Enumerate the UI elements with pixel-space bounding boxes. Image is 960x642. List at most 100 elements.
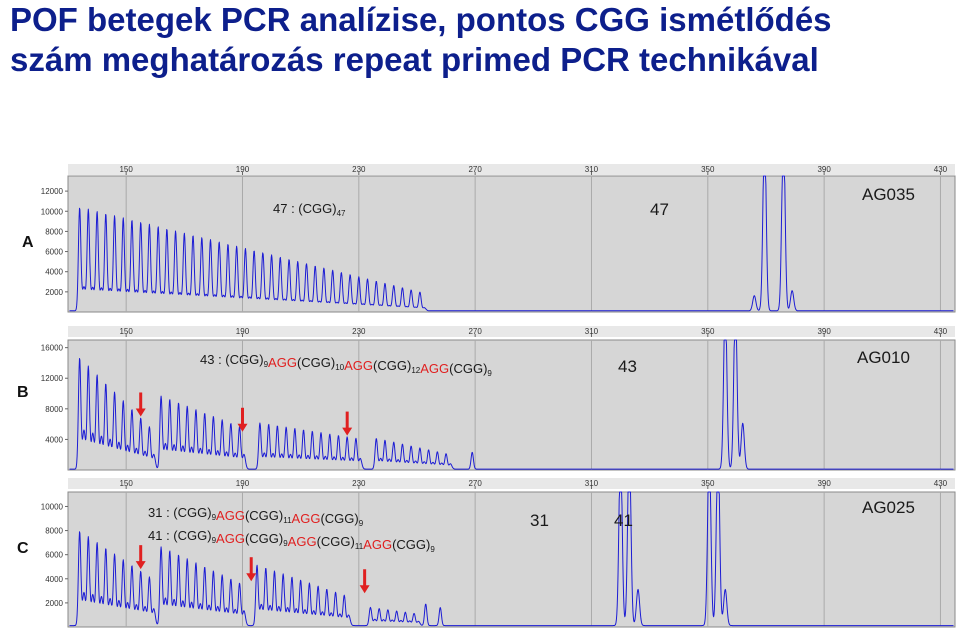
x-tick-label: 430 <box>934 165 948 174</box>
y-tick-label: 10000 <box>41 502 64 511</box>
y-tick-label: 10000 <box>41 207 64 216</box>
annotation-part: (CGG) <box>245 531 283 546</box>
sequence-annotation: 41 : (CGG)9AGG(CGG)9AGG(CGG)11AGG(CGG)9 <box>148 528 435 554</box>
red-arrow <box>342 411 353 436</box>
x-tick-label: 230 <box>352 479 366 488</box>
x-axis-strip <box>68 478 955 489</box>
red-arrow <box>237 407 248 432</box>
annotation-subscript: 9 <box>264 360 269 369</box>
slide-title-line-2: szám meghatározás repeat primed PCR tech… <box>10 41 819 78</box>
annotation-subscript: 11 <box>283 516 292 525</box>
red-arrow-head <box>359 585 370 594</box>
trace-line <box>69 339 954 470</box>
x-tick-label: 150 <box>119 479 133 488</box>
annotation-part: AGG <box>292 511 321 526</box>
y-tick-label: 4000 <box>45 268 63 277</box>
y-tick-label: 6000 <box>45 551 63 560</box>
x-tick-label: 390 <box>817 327 831 336</box>
panel-C: 150 190 230 270 310 350 390 430 2000 4000 6000 8000… <box>17 478 956 628</box>
sample-label: AG035 <box>862 185 915 204</box>
peak-label-41: 41 <box>614 511 633 530</box>
x-tick-label: 270 <box>468 479 482 488</box>
annotation-subscript: 12 <box>411 366 420 375</box>
y-tick-label: 8000 <box>45 227 63 236</box>
slide-title: POF betegek PCR analízise, pontos CGG is… <box>10 0 832 80</box>
x-tick-label: 390 <box>817 165 831 174</box>
annotation-part: AGG <box>344 358 373 373</box>
sequence-annotation: 31 : (CGG)9AGG(CGG)11AGG(CGG)9 <box>148 505 364 528</box>
x-tick-label: 310 <box>585 165 599 174</box>
y-tick-label: 4000 <box>45 575 63 584</box>
x-tick-label: 150 <box>119 327 133 336</box>
x-axis-strip <box>68 164 955 175</box>
annotation-subscript: 9 <box>359 519 364 528</box>
red-arrow-head <box>246 573 257 582</box>
annotation-subscript: 9 <box>430 545 435 554</box>
x-tick-label: 350 <box>701 479 715 488</box>
peak-label: 43 <box>618 357 637 376</box>
red-arrow <box>359 569 370 594</box>
red-arrow <box>135 545 146 570</box>
y-tick-label: 2000 <box>45 288 63 297</box>
red-arrow-head <box>135 561 146 570</box>
red-arrow-head <box>342 427 353 436</box>
annotation-part: 31 : (CGG) <box>148 505 212 520</box>
annotation-part: (CGG) <box>392 537 430 552</box>
sample-label: AG010 <box>857 348 910 367</box>
x-tick-label: 310 <box>585 479 599 488</box>
annotation-part: AGG <box>288 534 317 549</box>
annotation-part: AGG <box>363 537 392 552</box>
panel-letter: A <box>22 234 34 251</box>
annotation-part: 47 : (CGG) <box>273 201 337 216</box>
red-arrow <box>135 392 146 417</box>
electropherogram-figure: 150 190 230 270 310 350 390 430 2000 4000 6000 8000… <box>0 150 960 637</box>
annotation-part: (CGG) <box>245 508 283 523</box>
annotation-part: (CGG) <box>297 355 335 370</box>
trace-line <box>69 491 954 627</box>
annotation-part: 41 : (CGG) <box>148 528 212 543</box>
x-tick-label: 430 <box>934 479 948 488</box>
annotation-part: AGG <box>420 361 449 376</box>
slide-title-line-1: POF betegek PCR analízise, pontos CGG is… <box>10 1 832 38</box>
x-tick-label: 230 <box>352 165 366 174</box>
x-tick-label: 430 <box>934 327 948 336</box>
trace-line <box>69 175 954 312</box>
red-arrow-head <box>135 408 146 417</box>
x-tick-label: 270 <box>468 327 482 336</box>
peak-label: 47 <box>650 200 669 219</box>
y-tick-label: 16000 <box>41 344 64 353</box>
annotation-part: AGG <box>216 508 245 523</box>
x-tick-label: 310 <box>585 327 599 336</box>
y-tick-label: 2000 <box>45 599 63 608</box>
sequence-annotation: 47 : (CGG)47 <box>273 201 346 218</box>
y-tick-label: 8000 <box>45 405 63 414</box>
annotation-subscript: 9 <box>212 536 217 545</box>
annotation-subscript: 9 <box>283 539 288 548</box>
panel-letter: C <box>17 540 29 557</box>
x-tick-label: 150 <box>119 165 133 174</box>
y-tick-label: 12000 <box>41 187 64 196</box>
sample-label: AG025 <box>862 498 915 517</box>
red-arrow <box>246 557 257 582</box>
x-axis-strip <box>68 326 955 337</box>
plot-area <box>67 339 956 471</box>
panel-A: 150 190 230 270 310 350 390 430 2000 4000 6000 8000… <box>22 164 956 313</box>
y-tick-label: 6000 <box>45 248 63 257</box>
x-tick-label: 390 <box>817 479 831 488</box>
x-tick-label: 350 <box>701 165 715 174</box>
panel-B: 150 190 230 270 310 350 390 430 4000 8000 12000 160… <box>17 326 956 471</box>
x-tick-label: 350 <box>701 327 715 336</box>
y-tick-label: 12000 <box>41 374 64 383</box>
x-tick-label: 190 <box>236 327 250 336</box>
sequence-annotation: 43 : (CGG)9AGG(CGG)10AGG(CGG)12AGG(CGG)9 <box>200 352 492 378</box>
annotation-subscript: 47 <box>337 209 346 218</box>
annotation-subscript: 9 <box>487 369 492 378</box>
annotation-subscript: 9 <box>212 513 217 522</box>
x-tick-label: 190 <box>236 479 250 488</box>
red-arrow-head <box>237 423 248 432</box>
plot-area <box>67 491 956 628</box>
annotation-part: (CGG) <box>449 361 487 376</box>
plot-area <box>67 175 956 313</box>
electropherogram-svg: 150 190 230 270 310 350 390 430 2000 4000 6000 8000… <box>17 164 956 628</box>
annotation-subscript: 11 <box>355 542 364 551</box>
